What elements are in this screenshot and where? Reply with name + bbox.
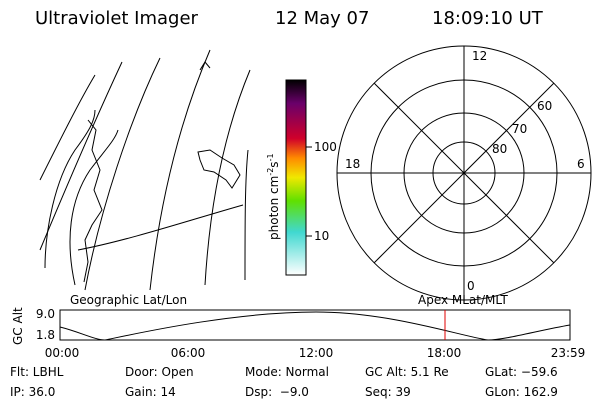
x-tick-label: 00:00 <box>45 346 80 360</box>
panel-label: Geographic Lat/Lon <box>70 293 187 307</box>
panel-label: Apex MLat/MLT <box>418 293 508 307</box>
altitude-curve <box>59 311 571 341</box>
mlt-label: 18 <box>345 157 360 171</box>
colorbar-tick-label: 100 <box>314 140 337 154</box>
info-field: GLon: 162.9 <box>485 385 558 399</box>
colorbar-tick-label: 10 <box>314 229 329 243</box>
y-tick-label: 1.8 <box>36 328 55 342</box>
info-field: GLat: −59.6 <box>485 365 558 379</box>
y-label: GC Alt <box>11 307 25 345</box>
altitude-plot <box>59 309 571 341</box>
label-exp: -2 <box>266 168 275 176</box>
label-part: photon cm <box>267 176 281 240</box>
date: 12 May 07 <box>275 8 369 29</box>
colorbar-label: photon cm-2s-1 <box>266 153 281 240</box>
time: 18:09:10 UT <box>432 8 544 29</box>
mlat-label: 70 <box>512 122 527 136</box>
info-field: Gain: 14 <box>125 385 176 399</box>
label-exp: -1 <box>266 153 275 161</box>
info-field: IP: 36.0 <box>10 385 55 399</box>
colorbar <box>285 79 307 276</box>
x-tick-label: 18:00 <box>427 346 462 360</box>
mlt-label: 6 <box>577 157 585 171</box>
polar-grid <box>336 45 592 301</box>
mlat-label: 60 <box>537 99 552 113</box>
info-field: GC Alt: 5.1 Re <box>365 365 449 379</box>
x-tick-label: 06:00 <box>171 346 206 360</box>
mlt-label: 0 <box>467 279 475 293</box>
mlt-label: 12 <box>472 49 487 63</box>
mlat-label: 80 <box>492 142 507 156</box>
info-field: Seq: 39 <box>365 385 411 399</box>
geo-map <box>39 49 251 291</box>
y-tick-label: 9.0 <box>36 307 55 321</box>
label-part: s <box>267 161 281 167</box>
x-tick-label: 12:00 <box>299 346 334 360</box>
info-field: Flt: LBHL <box>10 365 64 379</box>
info-field: Door: Open <box>125 365 194 379</box>
info-field: Mode: Normal <box>245 365 329 379</box>
title: Ultraviolet Imager <box>35 8 199 29</box>
info-field: Dsp: −9.0 <box>245 385 309 399</box>
x-tick-label: 23:59 <box>551 346 586 360</box>
